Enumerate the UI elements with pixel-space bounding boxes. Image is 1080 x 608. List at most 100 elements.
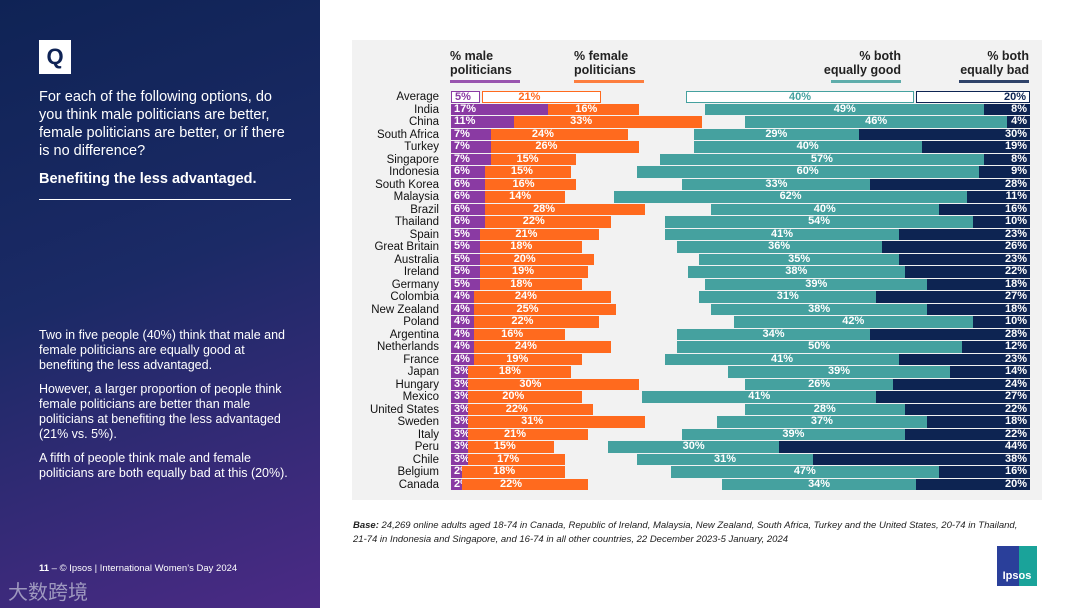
bar-good: 33% [682, 178, 871, 190]
country-label: Brazil [410, 203, 439, 216]
bar-bad: 26% [881, 240, 1030, 253]
country-label: Average [396, 91, 439, 103]
bar-male: 6% [451, 215, 486, 228]
bar-bad: 27% [876, 390, 1030, 403]
bar-bad: 23% [898, 253, 1030, 265]
bar-male: 6% [451, 165, 486, 178]
bar-bad: 28% [870, 328, 1030, 340]
summary: Two in five people (40%) think that male… [39, 328, 294, 490]
bar-female: 17% [468, 453, 565, 465]
bar-bad: 12% [961, 340, 1030, 353]
bar-bad: 18% [927, 415, 1030, 428]
summary-paragraph: However, a larger proportion of people t… [39, 382, 282, 441]
bar-female: 28% [485, 203, 645, 215]
bar-good: 41% [665, 353, 899, 365]
bar-female: 18% [479, 240, 583, 253]
bar-bad: 9% [978, 165, 1030, 178]
bar-female: 18% [462, 465, 565, 478]
bar-female: 22% [473, 315, 600, 328]
bar-bad: 28% [870, 178, 1030, 190]
page-number: 11 [39, 563, 50, 574]
bar-female: 20% [468, 390, 583, 403]
bar-female: 21% [468, 428, 588, 440]
question-text: For each of the following options, do yo… [39, 89, 285, 159]
bar-male: 3% [451, 365, 470, 378]
bar-male: 4% [451, 353, 474, 365]
bar-female: 33% [513, 115, 702, 128]
bar-bad: 18% [927, 278, 1030, 290]
country-label: India [414, 103, 439, 116]
bar-good: 57% [659, 153, 985, 165]
country-label: Mexico [402, 391, 439, 403]
bar-female: 19% [473, 353, 583, 365]
legend-female: % female politicians [574, 49, 636, 77]
base-note: Base: 24,269 online adults aged 18-74 in… [353, 519, 1033, 547]
bar-bad: 8% [984, 103, 1030, 115]
bar-good: 29% [693, 128, 859, 140]
bar-good: 38% [710, 303, 928, 315]
country-label: Poland [403, 316, 439, 328]
bar-female: 18% [479, 278, 583, 290]
ipsos-logo: Ipsos [997, 546, 1037, 586]
question-icon: Q [39, 40, 71, 74]
country-label: Australia [394, 253, 439, 266]
bar-male: 3% [451, 390, 470, 403]
legend-bad: % both equally bad [960, 49, 1029, 77]
bar-good: 49% [705, 103, 985, 115]
bar-good: 34% [722, 478, 916, 490]
bar-male: 2% [451, 465, 470, 478]
bar-bad: 8% [984, 153, 1030, 165]
country-label: Germany [391, 278, 439, 291]
bar-male: 17% [451, 103, 548, 115]
bar-female: 21% [479, 228, 600, 240]
bar-male: 7% [451, 128, 491, 140]
bar-male: 3% [451, 453, 470, 465]
country-label: Peru [414, 441, 439, 453]
country-label: Indonesia [389, 166, 439, 178]
country-label: New Zealand [371, 303, 439, 316]
bar-bad: 27% [876, 290, 1030, 303]
bar-good: 34% [676, 328, 871, 340]
bar-bad: 20% [916, 478, 1030, 490]
bar-female: 24% [473, 290, 611, 303]
bar-bad: 14% [950, 365, 1030, 378]
bar-bad: 20% [916, 91, 1030, 103]
bar-good: 50% [676, 340, 962, 353]
country-label: China [408, 116, 439, 128]
bar-female: 22% [485, 215, 611, 228]
bar-good: 36% [676, 240, 882, 253]
bar-good: 35% [699, 253, 899, 265]
bar-male: 3% [451, 415, 470, 428]
bar-male: 5% [451, 91, 480, 103]
bar-bad: 10% [973, 215, 1030, 228]
bar-bad: 19% [921, 140, 1030, 153]
bar-male: 5% [451, 240, 480, 253]
bar-male: 4% [451, 328, 474, 340]
bar-female: 31% [468, 415, 645, 428]
bar-female: 24% [490, 128, 628, 140]
summary-paragraph: A fifth of people think male and female … [39, 451, 288, 480]
country-label: Sweden [397, 416, 439, 428]
bar-bad: 22% [904, 265, 1030, 278]
bar-good: 38% [688, 265, 905, 278]
divider [39, 199, 291, 200]
bar-good: 54% [665, 215, 973, 228]
bar-bad: 22% [904, 403, 1030, 415]
topic-heading: Benefiting the less advantaged. [39, 171, 257, 187]
bar-male: 6% [451, 190, 486, 203]
bar-male: 4% [451, 290, 474, 303]
bar-bad: 10% [973, 315, 1030, 328]
bar-female: 26% [490, 140, 640, 153]
bar-female: 16% [473, 328, 565, 340]
summary-paragraph: Two in five people (40%) think that male… [39, 328, 285, 372]
country-label: Argentina [389, 328, 439, 341]
bar-good: 46% [745, 115, 1008, 128]
bar-female: 18% [468, 365, 571, 378]
bar-male: 5% [451, 253, 480, 265]
bar-bad: 24% [893, 378, 1030, 390]
bar-female: 20% [479, 253, 594, 265]
bar-bad: 22% [904, 428, 1030, 440]
country-label: Japan [407, 366, 439, 378]
bar-good: 40% [710, 203, 939, 215]
bar-bad: 16% [938, 465, 1030, 478]
